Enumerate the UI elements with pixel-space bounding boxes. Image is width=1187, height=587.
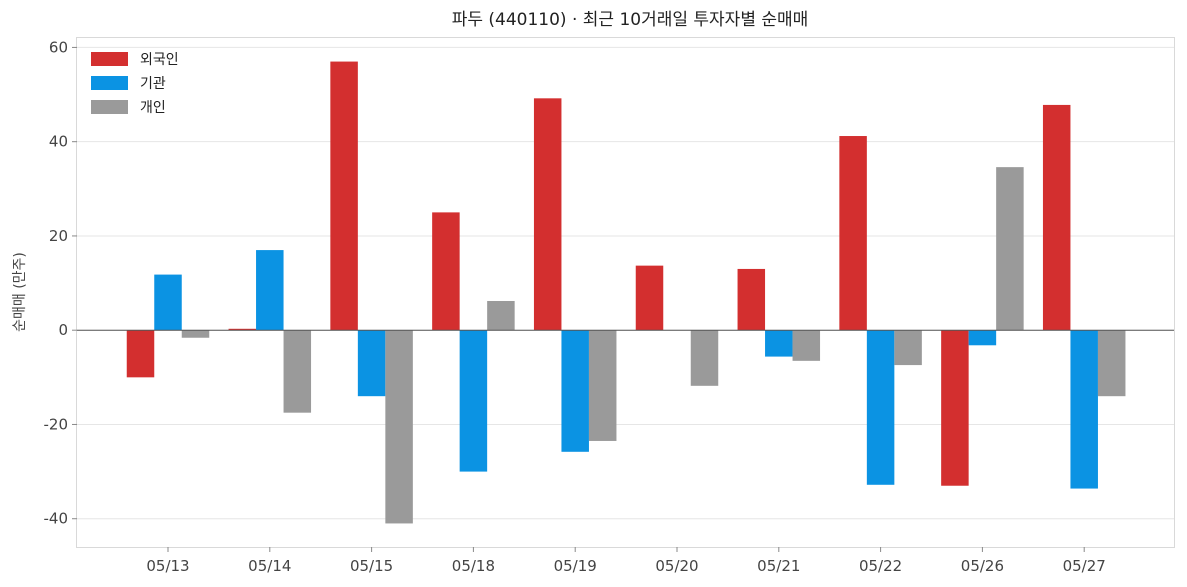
y-axis-label: 순매매 (만주) — [12, 252, 28, 332]
bar-외국인-05/22 — [839, 136, 867, 331]
x-tick-label: 05/26 — [961, 557, 1004, 575]
bar-기관-05/22 — [866, 330, 895, 485]
y-tick-label: -40 — [44, 510, 69, 528]
legend-swatch — [91, 100, 128, 114]
bar-기관-05/13 — [154, 274, 182, 331]
y-tick-label: 0 — [58, 321, 68, 339]
bar-개인-05/27 — [1097, 330, 1126, 397]
bar-외국인-05/18 — [432, 212, 460, 331]
legend-label: 기관 — [140, 76, 166, 92]
bar-외국인-05/15 — [330, 61, 358, 331]
bar-외국인-05/13 — [126, 330, 155, 378]
x-tick-label: 05/14 — [248, 557, 291, 575]
y-tick-label: 60 — [49, 38, 68, 56]
y-tick-label: 20 — [49, 227, 68, 245]
bar-외국인-05/26 — [941, 330, 969, 486]
bar-개인-05/15 — [385, 330, 413, 524]
y-tick-label: -20 — [44, 415, 69, 433]
x-tick-label: 05/13 — [146, 557, 189, 575]
bar-개인-05/18 — [487, 300, 515, 331]
bar-외국인-05/19 — [533, 98, 562, 331]
bar-기관-05/18 — [459, 330, 488, 472]
y-tick-label: 40 — [49, 133, 68, 151]
legend-label: 외국인 — [140, 52, 179, 68]
x-tick-label: 05/27 — [1063, 557, 1106, 575]
bar-개인-05/19 — [588, 330, 617, 441]
bar-기관-05/15 — [357, 330, 386, 397]
bar-기관-05/21 — [765, 330, 793, 357]
x-tick-label: 05/18 — [452, 557, 495, 575]
bar-외국인-05/14 — [228, 328, 257, 331]
bar-기관-05/27 — [1070, 330, 1098, 489]
x-tick-label: 05/22 — [859, 557, 902, 575]
bar-개인-05/22 — [894, 330, 922, 366]
bar-개인-05/26 — [996, 167, 1024, 331]
x-tick-label: 05/19 — [554, 557, 597, 575]
y-ticks: -40 -20 0 20 40 60 — [44, 38, 77, 528]
legend-swatch — [91, 52, 128, 66]
bar-외국인-05/21 — [737, 268, 766, 331]
bar-개인-05/14 — [283, 330, 312, 413]
bar-기관-05/26 — [968, 330, 997, 346]
legend-swatch — [91, 76, 128, 90]
bar-개인-05/20 — [690, 330, 719, 386]
bar-기관-05/19 — [561, 330, 589, 452]
legend-label: 개인 — [140, 100, 166, 116]
bar-외국인-05/27 — [1042, 104, 1071, 331]
bar-개인-05/13 — [181, 330, 210, 338]
x-tick-label: 05/20 — [655, 557, 698, 575]
plot-frame — [76, 37, 1175, 548]
chart-title: 파두 (440110) · 최근 10거래일 투자자별 순매매 — [452, 10, 809, 30]
bar-개인-05/21 — [792, 330, 821, 361]
bar-외국인-05/20 — [635, 265, 664, 331]
x-tick-label: 05/15 — [350, 557, 393, 575]
x-ticks: 05/13 05/14 05/15 05/18 05/19 05/20 05/21 05/22… — [146, 547, 1106, 575]
bars — [126, 61, 1126, 524]
bar-기관-05/14 — [256, 250, 284, 331]
x-tick-label: 05/21 — [757, 557, 800, 575]
